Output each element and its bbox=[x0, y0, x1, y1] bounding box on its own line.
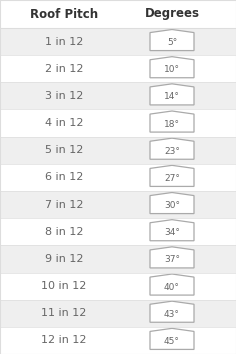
Text: 43°: 43° bbox=[164, 310, 180, 319]
Text: 45°: 45° bbox=[164, 337, 180, 346]
Bar bbox=[0, 164, 236, 191]
Text: 9 in 12: 9 in 12 bbox=[45, 254, 83, 264]
Text: 3 in 12: 3 in 12 bbox=[45, 91, 83, 101]
Text: 5°: 5° bbox=[167, 38, 177, 47]
Polygon shape bbox=[150, 111, 194, 132]
Text: 14°: 14° bbox=[164, 92, 180, 101]
Polygon shape bbox=[150, 29, 194, 51]
Text: 40°: 40° bbox=[164, 282, 180, 292]
Bar bbox=[0, 137, 236, 164]
Bar bbox=[0, 55, 236, 82]
Bar bbox=[0, 28, 236, 55]
Polygon shape bbox=[150, 301, 194, 322]
Bar bbox=[0, 273, 236, 300]
Polygon shape bbox=[150, 247, 194, 268]
Text: Roof Pitch: Roof Pitch bbox=[30, 7, 98, 21]
Text: 23°: 23° bbox=[164, 147, 180, 156]
Text: 2 in 12: 2 in 12 bbox=[45, 64, 83, 74]
Polygon shape bbox=[150, 165, 194, 187]
Polygon shape bbox=[150, 328, 194, 349]
Text: 30°: 30° bbox=[164, 201, 180, 210]
Text: 12 in 12: 12 in 12 bbox=[41, 336, 87, 346]
Polygon shape bbox=[150, 193, 194, 213]
Text: 1 in 12: 1 in 12 bbox=[45, 36, 83, 47]
Text: 27°: 27° bbox=[164, 174, 180, 183]
Text: 34°: 34° bbox=[164, 228, 180, 237]
Bar bbox=[0, 191, 236, 218]
Polygon shape bbox=[150, 57, 194, 78]
Text: 10 in 12: 10 in 12 bbox=[41, 281, 87, 291]
Text: 5 in 12: 5 in 12 bbox=[45, 145, 83, 155]
Text: 37°: 37° bbox=[164, 256, 180, 264]
Bar bbox=[0, 109, 236, 137]
Polygon shape bbox=[150, 220, 194, 241]
Bar bbox=[0, 245, 236, 273]
Polygon shape bbox=[150, 274, 194, 295]
Polygon shape bbox=[150, 138, 194, 159]
Text: 18°: 18° bbox=[164, 120, 180, 129]
Text: 10°: 10° bbox=[164, 65, 180, 74]
Polygon shape bbox=[150, 84, 194, 105]
Text: 11 in 12: 11 in 12 bbox=[41, 308, 87, 318]
Bar bbox=[0, 218, 236, 245]
Bar bbox=[0, 82, 236, 109]
Text: 6 in 12: 6 in 12 bbox=[45, 172, 83, 182]
Bar bbox=[0, 327, 236, 354]
Text: 4 in 12: 4 in 12 bbox=[45, 118, 83, 128]
Text: Degrees: Degrees bbox=[144, 7, 199, 21]
Bar bbox=[0, 300, 236, 327]
Text: 7 in 12: 7 in 12 bbox=[45, 200, 83, 210]
Bar bbox=[0, 0, 236, 28]
Text: 8 in 12: 8 in 12 bbox=[45, 227, 83, 237]
